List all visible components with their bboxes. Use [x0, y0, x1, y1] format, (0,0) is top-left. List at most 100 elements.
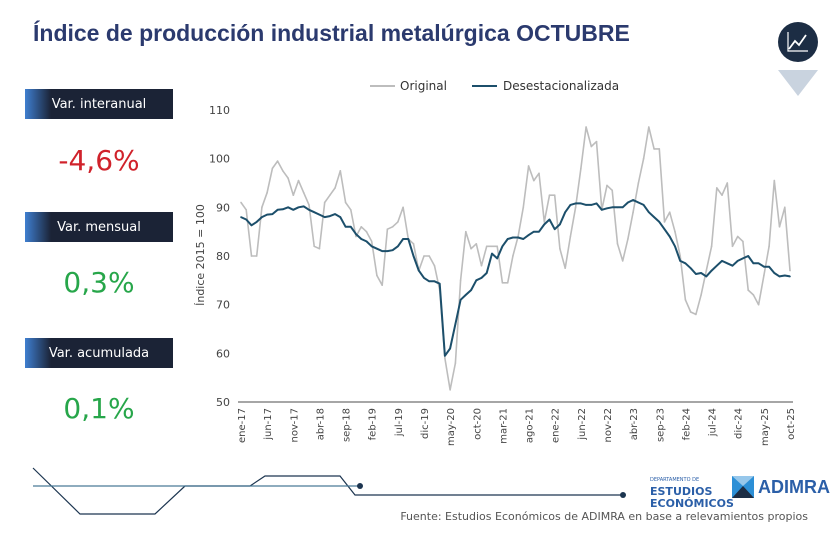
data-point [376, 247, 378, 250]
data-point [412, 255, 415, 257]
data-point [527, 234, 530, 236]
data-point [585, 204, 587, 206]
data-point [423, 255, 425, 257]
data-point [255, 255, 258, 257]
data-point [407, 238, 410, 240]
data-point [391, 249, 394, 251]
data-point [705, 275, 708, 278]
data-point [538, 230, 540, 233]
kpi-label-acumulada: Var. acumulada [25, 338, 173, 368]
data-point [778, 275, 781, 278]
data-point [679, 255, 681, 257]
data-point [485, 272, 488, 274]
data-point [344, 201, 347, 204]
data-point [548, 194, 551, 196]
data-point [768, 245, 770, 248]
data-point [689, 311, 692, 313]
data-point [653, 148, 655, 150]
data-point [271, 213, 274, 215]
data-point [323, 201, 326, 204]
data-point [255, 221, 258, 223]
data-point [271, 167, 274, 170]
data-point [695, 313, 697, 316]
data-point [470, 289, 472, 291]
data-point [334, 213, 336, 215]
series-points-desestacionalizada [240, 199, 791, 357]
x-tick-label: ene-17 [237, 408, 248, 443]
data-point [606, 184, 608, 187]
data-point [522, 206, 525, 209]
data-point [287, 177, 289, 179]
data-point [276, 160, 279, 162]
data-point [684, 299, 687, 301]
data-point [679, 260, 681, 262]
data-point [318, 213, 321, 216]
data-point [663, 228, 666, 231]
data-point [250, 255, 253, 257]
data-point [543, 221, 546, 223]
data-point [323, 216, 326, 218]
data-point [778, 226, 781, 228]
x-tick-label: abr-18 [315, 408, 326, 440]
data-point [454, 362, 457, 364]
data-point [637, 201, 640, 204]
decorative-timeline-graphic [32, 467, 626, 515]
data-point [292, 194, 295, 196]
data-point [574, 202, 577, 205]
data-point [334, 187, 336, 189]
data-point [783, 206, 786, 209]
data-point [590, 204, 593, 206]
data-point [705, 269, 708, 272]
data-point [355, 235, 357, 238]
data-point [465, 230, 467, 233]
data-point [564, 211, 566, 213]
data-point [527, 165, 530, 167]
series-line-desestacionalizada [240, 199, 791, 357]
data-point [616, 206, 619, 209]
y-tick-label: 80 [216, 250, 230, 263]
kpi-label-mensual: Var. mensual [25, 212, 173, 242]
data-point [308, 208, 310, 211]
x-tick-label: ago-21 [525, 408, 536, 443]
data-point [585, 126, 587, 128]
data-point [444, 357, 446, 360]
data-point [747, 289, 749, 291]
data-point [444, 354, 446, 357]
kpi-value-interanual: -4,6% [58, 144, 140, 177]
data-point [261, 206, 263, 209]
data-point [276, 208, 279, 211]
data-point [355, 233, 357, 235]
data-point [360, 226, 363, 228]
data-point [480, 277, 483, 279]
data-point [417, 269, 420, 272]
data-point [564, 267, 566, 269]
data-point [684, 262, 687, 265]
data-point [428, 280, 431, 283]
data-point [245, 208, 248, 211]
data-point [621, 260, 624, 262]
data-point [282, 170, 284, 172]
data-point [302, 205, 305, 208]
data-point [642, 157, 645, 160]
data-point [606, 207, 608, 210]
data-point [627, 201, 629, 204]
x-tick-label: oct-25 [786, 408, 797, 440]
data-point [768, 265, 770, 268]
logo-text: ADIMRA [758, 476, 830, 497]
data-point [522, 238, 525, 240]
data-point [297, 179, 300, 182]
x-tick-label: oct-20 [472, 408, 483, 440]
data-point [763, 274, 765, 277]
data-point [470, 247, 472, 250]
data-point [496, 257, 499, 260]
data-point [297, 206, 300, 209]
data-point [689, 267, 692, 269]
data-point [648, 211, 650, 213]
data-point [773, 272, 776, 274]
data-point [721, 194, 723, 196]
data-point [663, 221, 666, 223]
data-point [517, 236, 519, 239]
data-point [412, 243, 415, 245]
data-point [632, 211, 634, 213]
estudios-economicos-logo: DEPARTAMENTO DE ESTUDIOS ECONÓMICOS [650, 474, 734, 510]
